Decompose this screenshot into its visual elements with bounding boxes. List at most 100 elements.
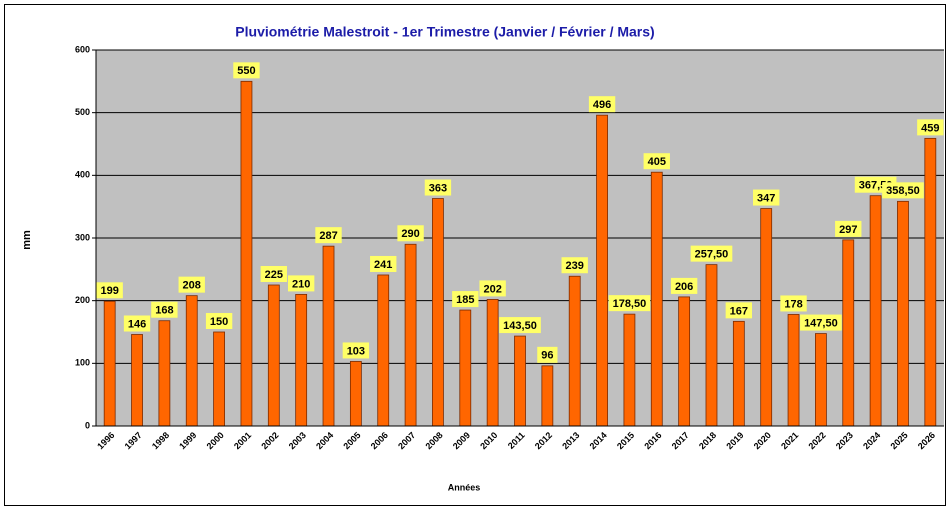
y-axis-label: mm bbox=[21, 230, 33, 250]
value-label-bg bbox=[260, 266, 287, 282]
value-label: 287 bbox=[319, 230, 337, 242]
bar bbox=[322, 245, 335, 427]
bar bbox=[103, 300, 116, 427]
bar bbox=[869, 195, 882, 427]
bar bbox=[732, 320, 745, 427]
value-label: 199 bbox=[100, 285, 118, 297]
value-label-bg bbox=[151, 301, 178, 318]
value-label: 103 bbox=[347, 345, 365, 357]
value-label-bg bbox=[800, 314, 842, 331]
bar bbox=[787, 314, 800, 427]
value-label: 202 bbox=[483, 283, 501, 295]
bar bbox=[924, 137, 937, 427]
y-tick-label: 600 bbox=[75, 44, 90, 54]
value-label: 168 bbox=[155, 305, 173, 317]
y-tick-label: 500 bbox=[75, 107, 90, 117]
value-label-bg bbox=[424, 179, 452, 196]
value-label-bg bbox=[643, 153, 670, 170]
bar bbox=[213, 331, 225, 427]
value-label-bg bbox=[608, 295, 651, 312]
value-label: 146 bbox=[128, 318, 146, 330]
bar bbox=[349, 361, 362, 427]
x-axis-label: Années bbox=[448, 482, 481, 492]
value-label: 147,50 bbox=[804, 317, 838, 329]
bar bbox=[158, 320, 171, 427]
bar bbox=[185, 295, 198, 427]
chart-title: Pluviométrie Malestroit - 1er Trimestre … bbox=[235, 24, 654, 40]
value-label: 150 bbox=[210, 316, 228, 328]
y-tick-label: 100 bbox=[75, 358, 90, 368]
bar bbox=[842, 239, 855, 427]
value-label: 167 bbox=[730, 305, 748, 317]
y-tick-label: 400 bbox=[75, 170, 90, 180]
value-label: 185 bbox=[456, 294, 474, 306]
value-label: 297 bbox=[839, 224, 857, 236]
value-label: 405 bbox=[648, 156, 666, 168]
y-tick-label: 200 bbox=[75, 295, 90, 305]
bar bbox=[267, 284, 280, 427]
value-label-bg bbox=[452, 291, 479, 308]
value-label: 143,50 bbox=[503, 320, 537, 332]
value-label-bg bbox=[287, 275, 315, 292]
value-label: 178 bbox=[784, 298, 802, 310]
bar bbox=[897, 200, 909, 427]
bar bbox=[240, 80, 253, 427]
value-label: 550 bbox=[237, 65, 255, 77]
value-label-bg bbox=[690, 245, 733, 262]
bar bbox=[295, 293, 308, 427]
value-label-bg bbox=[96, 282, 123, 299]
value-label: 210 bbox=[292, 278, 310, 290]
value-label-bg bbox=[882, 182, 924, 199]
value-label-bg bbox=[123, 315, 151, 332]
value-label: 208 bbox=[183, 280, 201, 292]
value-label-bg bbox=[205, 313, 233, 329]
value-label-bg bbox=[233, 62, 260, 79]
value-label-bg bbox=[499, 317, 541, 334]
value-label-bg bbox=[315, 227, 342, 244]
bar bbox=[623, 313, 636, 427]
value-label: 225 bbox=[265, 269, 283, 281]
bar bbox=[377, 274, 390, 427]
value-label: 363 bbox=[429, 182, 447, 194]
value-label: 241 bbox=[374, 259, 392, 271]
bar bbox=[486, 299, 499, 427]
value-label-bg bbox=[397, 225, 424, 242]
value-label: 178,50 bbox=[613, 298, 647, 310]
bar bbox=[760, 208, 773, 427]
value-label: 358,50 bbox=[886, 185, 920, 197]
value-label: 96 bbox=[541, 350, 553, 362]
value-label-bg bbox=[917, 119, 944, 136]
value-label-bg bbox=[370, 255, 397, 272]
bar bbox=[514, 335, 526, 427]
bar bbox=[678, 296, 691, 427]
bar bbox=[459, 309, 472, 427]
value-label-bg bbox=[835, 220, 862, 237]
value-label-bg bbox=[342, 342, 370, 359]
bar bbox=[568, 275, 581, 427]
value-label: 347 bbox=[757, 192, 775, 204]
value-label: 257,50 bbox=[695, 249, 729, 261]
value-label-bg bbox=[537, 346, 558, 363]
value-label-bg bbox=[479, 280, 506, 297]
value-label: 239 bbox=[566, 260, 584, 272]
bar bbox=[432, 198, 444, 427]
bar bbox=[596, 114, 608, 427]
y-tick-label: 0 bbox=[85, 420, 90, 430]
value-label-bg bbox=[670, 277, 698, 294]
value-label-bg bbox=[178, 276, 205, 293]
bar bbox=[541, 365, 554, 427]
bar bbox=[705, 264, 718, 427]
value-label: 206 bbox=[675, 281, 693, 293]
value-label: 290 bbox=[401, 228, 419, 240]
value-label: 459 bbox=[921, 122, 939, 134]
value-label-bg bbox=[561, 257, 588, 274]
value-label-bg bbox=[753, 189, 780, 206]
value-label: 496 bbox=[593, 99, 611, 111]
value-label-bg bbox=[725, 302, 753, 319]
y-tick-label: 300 bbox=[75, 232, 90, 242]
bar bbox=[131, 334, 143, 427]
value-label-bg bbox=[588, 96, 616, 113]
bar bbox=[404, 243, 417, 427]
